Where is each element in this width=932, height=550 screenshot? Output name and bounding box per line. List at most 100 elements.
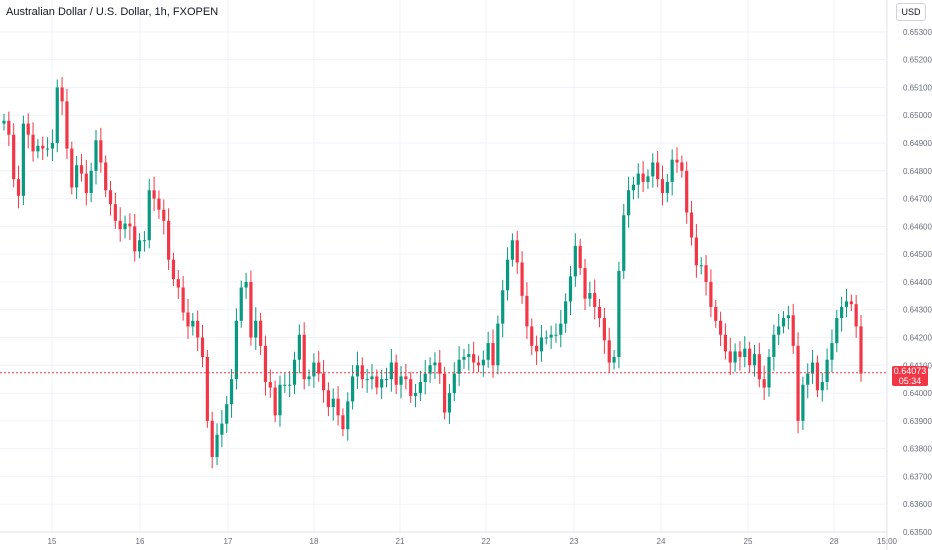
candle-body	[31, 134, 35, 152]
candle-body	[723, 334, 728, 352]
candle-body	[501, 290, 505, 324]
candle-body	[200, 337, 205, 357]
candle-body	[283, 384, 287, 386]
candle-body	[239, 287, 243, 321]
candle-body	[626, 190, 631, 216]
candle-body	[859, 326, 863, 374]
candle-body	[457, 359, 461, 374]
candle-body	[781, 318, 786, 327]
candle-body	[467, 354, 471, 357]
candle-body	[336, 398, 340, 416]
candle-body	[583, 268, 587, 299]
candle-body	[651, 162, 655, 177]
price-tick-label: 0.63600	[903, 500, 932, 509]
candle-body	[486, 343, 490, 360]
candle-body	[84, 173, 88, 194]
candle-body	[12, 134, 16, 180]
candle-body	[307, 376, 311, 380]
candle-body	[428, 365, 432, 374]
candle-body	[399, 376, 403, 385]
candle-body	[341, 415, 345, 430]
candle-body	[384, 379, 389, 381]
time-tick-label: 18	[310, 537, 319, 546]
candle-body	[370, 376, 374, 380]
candle-body	[815, 362, 820, 391]
candle-body	[830, 343, 834, 360]
candle-body	[147, 190, 151, 241]
candle-body	[302, 334, 306, 380]
candle-body	[205, 356, 209, 421]
candle-body	[510, 240, 514, 260]
candle-body	[229, 379, 234, 405]
candle-body	[433, 362, 437, 366]
candle-body	[142, 240, 147, 242]
candle-body	[312, 362, 316, 377]
candle-body	[292, 359, 297, 385]
time-tick-label: 15	[48, 537, 57, 546]
candle-body	[321, 373, 326, 391]
candle-body	[423, 373, 427, 382]
candle-body	[554, 334, 558, 336]
candle-body	[757, 354, 761, 380]
candle-body	[273, 387, 277, 416]
candle-body	[79, 165, 84, 174]
candle-body	[331, 398, 335, 407]
candle-body	[167, 220, 171, 260]
candle-body	[472, 354, 476, 363]
candle-body	[133, 226, 137, 252]
candle-body	[796, 345, 800, 421]
candle-body	[660, 179, 665, 194]
candle-body	[801, 384, 805, 421]
price-tick-label: 0.63700	[903, 472, 932, 481]
candle-body	[767, 356, 771, 388]
candle-body	[409, 379, 413, 396]
candle-body	[452, 373, 456, 394]
time-tick-label: 28	[830, 537, 839, 546]
candle-body	[515, 240, 519, 263]
candle-body	[297, 334, 301, 360]
bar-countdown: 05:34	[898, 376, 922, 386]
price-tick-label: 0.64200	[903, 334, 932, 343]
candle-body	[50, 143, 55, 149]
candle-body	[181, 287, 185, 313]
candle-body	[840, 306, 844, 319]
candle-body	[772, 334, 776, 357]
candle-body	[854, 304, 858, 327]
price-tick-label: 0.65000	[903, 111, 932, 120]
candle-body	[602, 318, 606, 341]
candle-body	[225, 404, 229, 424]
candle-body	[326, 390, 331, 407]
price-tick-label: 0.63500	[903, 528, 932, 537]
time-tick-label: 22	[482, 537, 491, 546]
candle-body	[278, 384, 282, 416]
candle-body	[597, 306, 602, 319]
candle-body	[791, 315, 795, 346]
time-tick-label: 23	[570, 537, 579, 546]
time-tick-label: 25	[744, 537, 753, 546]
price-tick-label: 0.64100	[903, 361, 932, 370]
candle-body	[443, 373, 447, 413]
candle-body	[2, 120, 6, 124]
candle-body	[738, 351, 742, 357]
price-tick-label: 0.65100	[903, 83, 932, 92]
currency-button[interactable]: USD	[896, 3, 926, 21]
candle-body	[317, 362, 321, 374]
candle-body	[365, 379, 369, 381]
candle-body	[394, 362, 398, 385]
candle-body	[762, 379, 766, 388]
candle-body	[748, 348, 752, 366]
candle-body	[268, 381, 272, 388]
time-tick-label: 24	[657, 537, 666, 546]
candle-body	[481, 359, 485, 366]
candle-body	[75, 165, 79, 188]
candle-body	[65, 101, 69, 149]
candle-body	[820, 381, 824, 391]
candle-body	[588, 293, 592, 299]
candle-body	[631, 184, 636, 191]
candle-body	[622, 215, 626, 271]
candles	[2, 77, 863, 469]
candle-body	[612, 356, 616, 363]
price-tick-label: 0.64600	[903, 222, 932, 231]
candle-body	[128, 223, 132, 227]
